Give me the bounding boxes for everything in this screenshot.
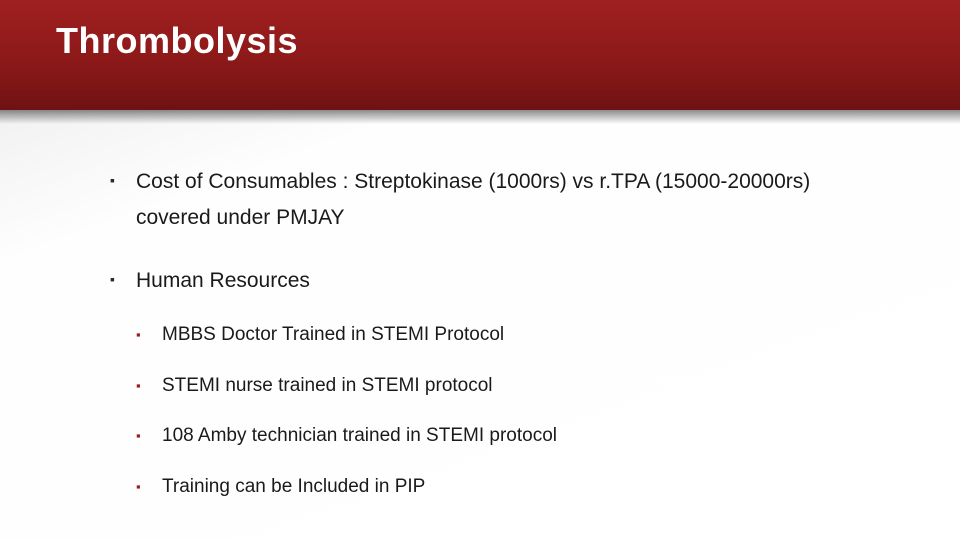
list-item-text: STEMI nurse trained in STEMI protocol	[162, 375, 493, 396]
list-item-text: Cost of Consumables : Streptokinase (100…	[136, 170, 810, 229]
bullet-list-level2: MBBS Doctor Trained in STEMI Protocol ST…	[136, 321, 850, 501]
list-item-text: 108 Amby technician trained in STEMI pro…	[162, 425, 557, 446]
slide-header: Thrombolysis	[0, 0, 960, 110]
list-item: Cost of Consumables : Streptokinase (100…	[110, 164, 850, 235]
list-item: Training can be Included in PIP	[136, 473, 850, 502]
list-item: MBBS Doctor Trained in STEMI Protocol	[136, 321, 850, 350]
slide-title: Thrombolysis	[56, 20, 904, 62]
slide-content: Cost of Consumables : Streptokinase (100…	[0, 110, 960, 501]
bullet-list-level1: Cost of Consumables : Streptokinase (100…	[110, 164, 850, 501]
list-item: 108 Amby technician trained in STEMI pro…	[136, 422, 850, 451]
list-item-text: Human Resources	[136, 269, 310, 292]
list-item: Human Resources MBBS Doctor Trained in S…	[110, 263, 850, 501]
list-item-text: MBBS Doctor Trained in STEMI Protocol	[162, 324, 504, 345]
list-item-text: Training can be Included in PIP	[162, 476, 425, 497]
list-item: STEMI nurse trained in STEMI protocol	[136, 372, 850, 401]
